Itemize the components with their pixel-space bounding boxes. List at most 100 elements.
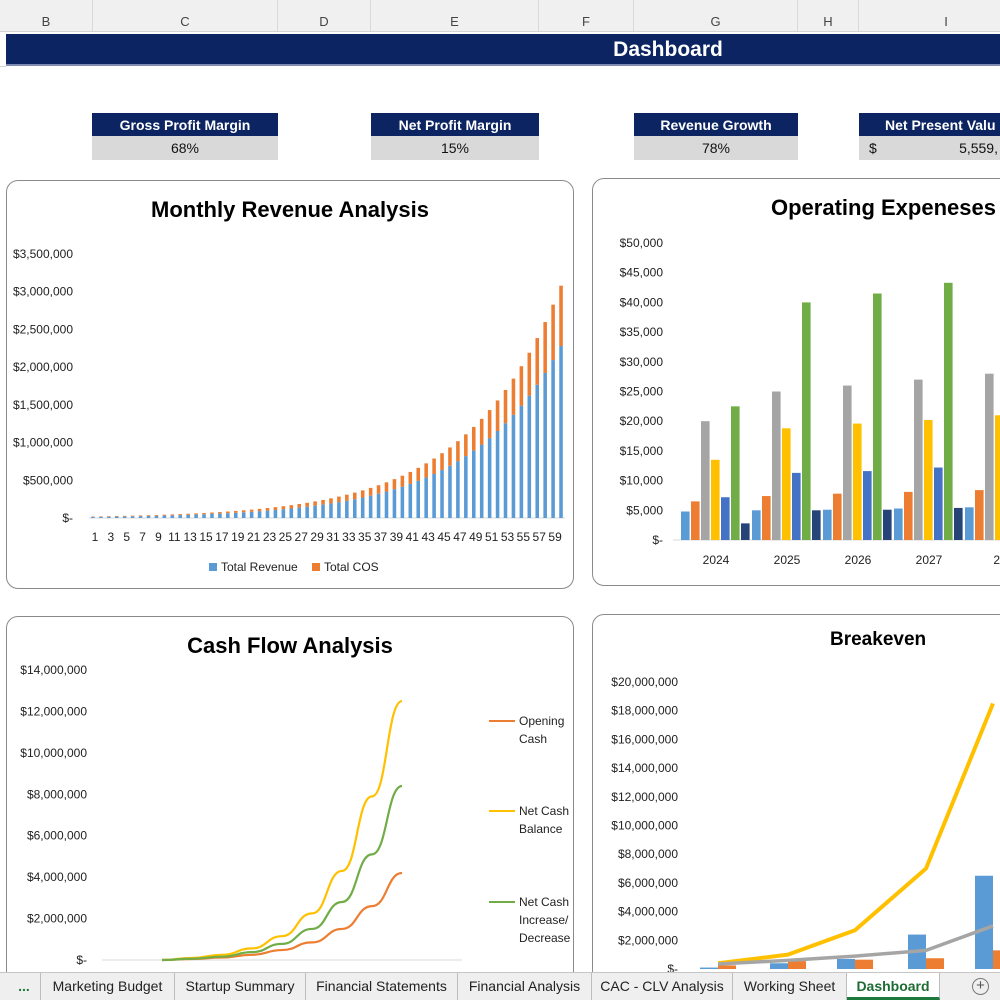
bar-total-revenue [559,346,563,518]
bar-total-cos [218,512,222,514]
bar-total-cos [392,479,397,490]
opex-bar [853,423,862,540]
x-tick-label: 59 [548,530,562,544]
bar-total-cos [194,513,198,515]
bar-total-revenue [289,508,294,518]
y-tick-label: $8,000,000 [618,847,678,861]
x-tick-label: 1 [92,530,99,544]
tab-cac-clv-analysis[interactable]: CAC - CLV Analysis [592,973,733,1000]
bar-total-revenue [154,515,159,518]
bar-total-revenue [408,483,413,518]
tab-financial-statements[interactable]: Financial Statements [306,973,458,1000]
opex-bar [812,510,821,540]
x-tick-label: 33 [342,530,356,544]
tab-marketing-budget[interactable]: Marketing Budget [41,973,175,1000]
bar-total-cos [543,322,547,373]
bar-total-revenue [432,473,436,518]
bar-total-cos [535,338,540,385]
tab-dashboard[interactable]: Dashboard [847,973,940,1000]
column-header-d[interactable]: D [278,0,371,31]
cashflow-plot: $14,000,000 $12,000,000 $10,000,000 $8,000,… [20,663,570,967]
y-tick-label: $16,000,000 [611,732,678,746]
bar-total-cos [495,400,500,431]
x-tick-label: 5 [123,530,130,544]
x-tick-label: 27 [295,530,309,544]
bar-total-revenue [257,511,262,518]
x-tick-label: 37 [374,530,388,544]
column-header-h[interactable]: H [798,0,859,31]
bar-total-cos [527,352,532,396]
bar-total-cos [297,504,302,508]
bar-total-revenue [519,405,524,518]
opex-bar [752,510,761,540]
bar-total-cos [559,285,563,347]
chart-operating-expenses[interactable]: Operating Expeneses $50,000 $45,000 $40,00… [592,178,1000,586]
kpi-revenue-growth[interactable]: Revenue Growth 78% [634,113,798,161]
bar-total-cos [440,453,444,471]
tab-startup-summary[interactable]: Startup Summary [175,973,306,1000]
bar-total-revenue [345,500,349,518]
opex-bar [681,511,690,540]
bar-total-revenue [146,515,151,518]
bar-total-cos [257,508,262,512]
opex-bar [711,459,720,540]
column-header-i[interactable]: I [859,0,1000,31]
bar-total-revenue [440,470,444,518]
bar-total-revenue [511,414,516,518]
add-sheet-icon[interactable]: + [972,978,989,995]
bar-total-cos [360,490,365,498]
kpi-net-present-value[interactable]: Net Present Valu $ 5,559, [859,113,1000,161]
breakeven-bar [788,961,806,969]
bar-total-cos [202,512,206,515]
bar-total-revenue [130,516,135,518]
bar-total-revenue [122,516,127,518]
opex-bar [894,508,903,540]
x-tick-label: 11 [168,530,181,544]
opex-plot: $50,000 $45,000 $40,000 $35,000 $30,000 $25,0… [620,236,1000,567]
bar-total-revenue [543,372,547,518]
bar-total-cos [281,506,286,510]
y-tick-label: $35,000 [620,325,664,339]
y-tick-label: $25,000 [620,385,664,399]
opex-bar [721,497,730,540]
chart-monthly-revenue[interactable]: Monthly Revenue Analysis $3,500,000 $3,00… [6,180,574,589]
chart-cash-flow[interactable]: Cash Flow Analysis $14,000,000 $12,000,00… [6,616,574,986]
bar-total-cos [448,447,452,466]
bar-total-revenue [527,395,532,518]
y-tick-label: $5,000 [626,503,663,517]
kpi-gross-profit-margin[interactable]: Gross Profit Margin 68% [92,113,278,161]
bar-total-cos [432,458,436,474]
kpi-net-profit-margin[interactable]: Net Profit Margin 15% [371,113,539,161]
bar-total-cos [424,463,428,478]
opex-bar [904,491,913,540]
opex-bar [873,293,882,540]
bar-total-revenue [551,360,555,518]
bar-total-cos [337,496,341,503]
chart-breakeven[interactable]: Breakeven $20,000,000 $18,000,000 $16,000,… [592,614,1000,984]
column-header-f[interactable]: F [539,0,634,31]
column-header-c[interactable]: C [93,0,278,31]
bar-total-revenue [495,430,500,518]
kpi-value: 15% [371,136,539,160]
bar-total-revenue [400,486,405,518]
column-header-b[interactable]: B [0,0,93,31]
bar-total-revenue [233,512,238,518]
dashboard-title: Dashboard [613,38,723,61]
tab-financial-analysis[interactable]: Financial Analysis [458,973,592,1000]
breakeven-bar [855,959,873,969]
bar-total-revenue [170,515,175,518]
tab-more[interactable]: ... [8,973,41,1000]
sheet-tab-bar: ... Marketing Budget Startup Summary Fin… [0,972,1000,1000]
column-header-g[interactable]: G [634,0,798,31]
column-header-e[interactable]: E [371,0,539,31]
breakeven-bar [993,950,1000,969]
legend-label: Net Cash [519,895,569,909]
y-tick-label: $8,000,000 [27,787,87,801]
bar-total-cos [130,515,135,517]
bar-total-revenue [384,491,389,518]
x-tick-label: 25 [279,530,293,544]
tab-working-sheet[interactable]: Working Sheet [733,973,847,1000]
bar-total-revenue [535,384,540,518]
x-tick-label: 29 [310,530,324,544]
bar-total-cos [345,494,349,501]
